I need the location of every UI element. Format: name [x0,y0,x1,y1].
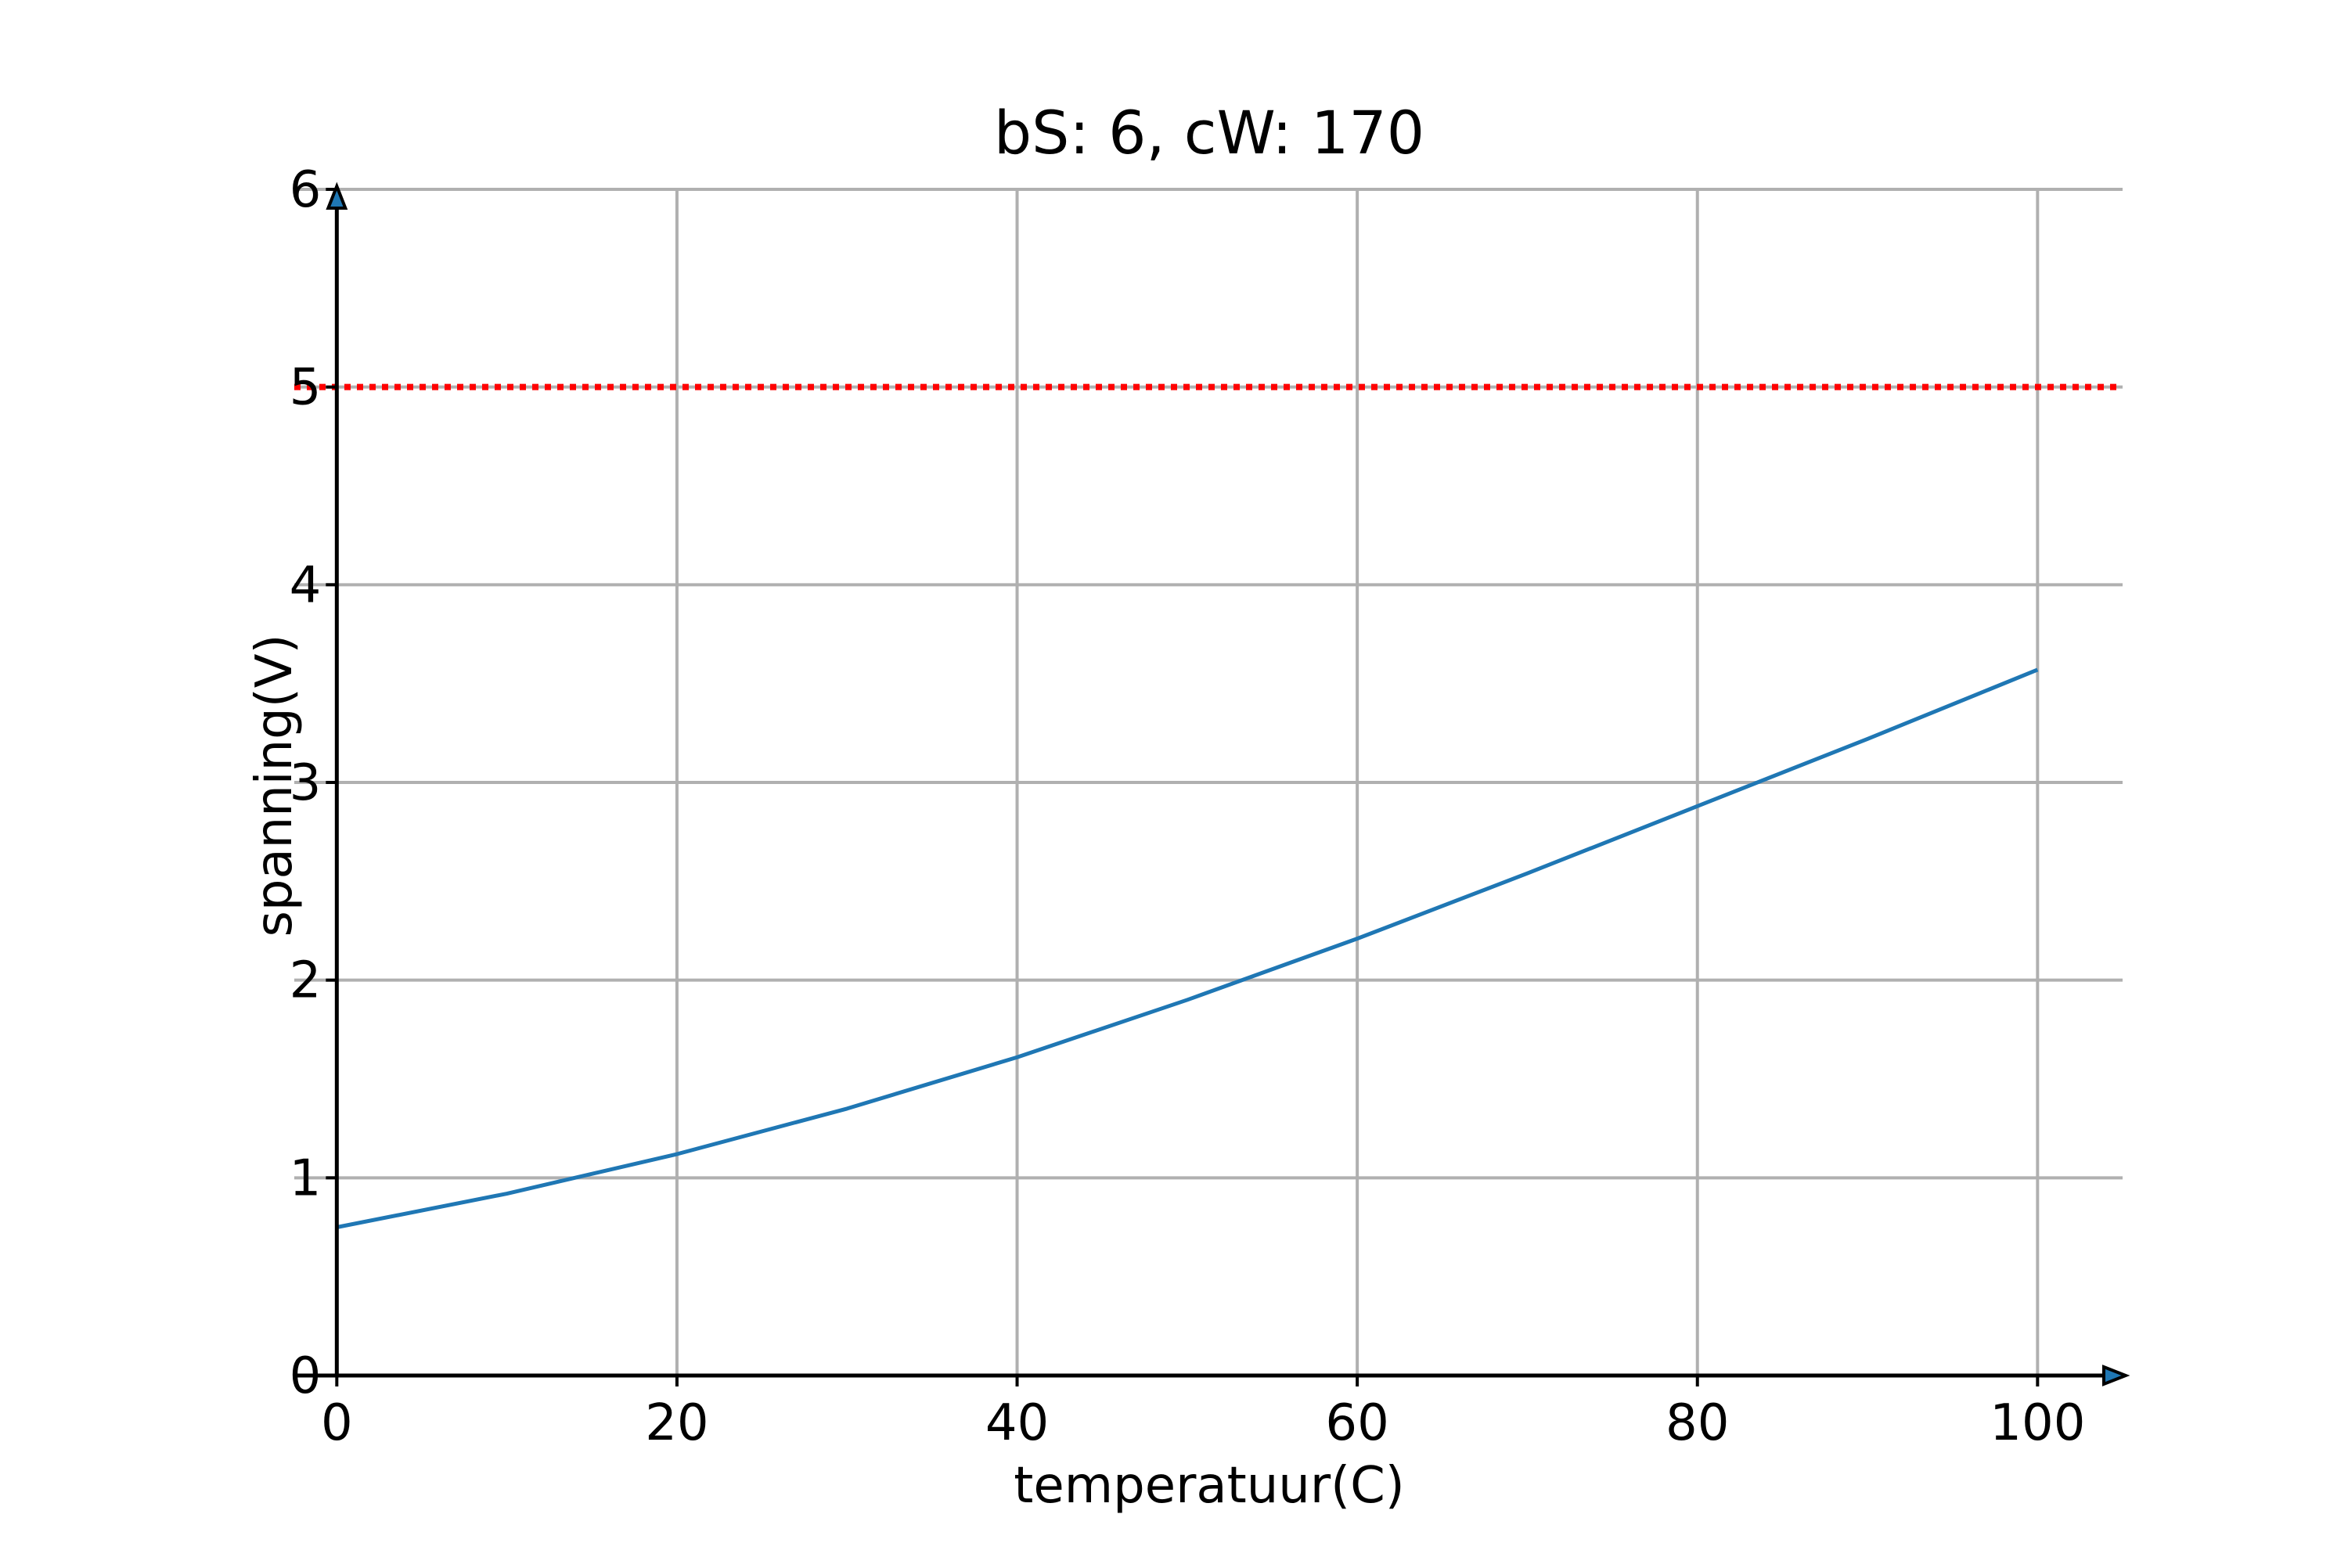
series-line [336,667,2039,1229]
tick-layer: 0 20 40 60 80 100 0 1 2 3 4 5 6 [290,161,2086,1452]
x-tick-label: 80 [1666,1394,1729,1452]
y-tick-label: 0 [290,1347,322,1405]
y-tick-label: 1 [290,1149,322,1207]
y-tick-label: 4 [290,556,322,614]
x-tick-label: 60 [1325,1394,1388,1452]
y-axis-label: spanning(V) [246,635,304,937]
x-tick-label: 20 [645,1394,708,1452]
x-tick-label: 40 [985,1394,1049,1452]
y-tick-label: 3 [290,754,322,812]
y-tick-label: 6 [290,161,322,219]
data-layer [294,383,2123,1229]
y-tick-label: 2 [290,952,322,1010]
x-tick-label: 100 [1990,1394,2085,1452]
axis-layer [294,182,2130,1386]
x-tick-label: 0 [321,1394,353,1452]
y-axis-arrow-icon [326,182,348,210]
x-axis-arrow-icon [2102,1365,2130,1386]
x-axis-label: temperatuur(C) [1014,1457,1405,1515]
y-tick-label: 5 [290,359,322,417]
grid-layer [294,188,2123,1376]
chart-title: bS: 6, cW: 170 [994,98,1424,167]
